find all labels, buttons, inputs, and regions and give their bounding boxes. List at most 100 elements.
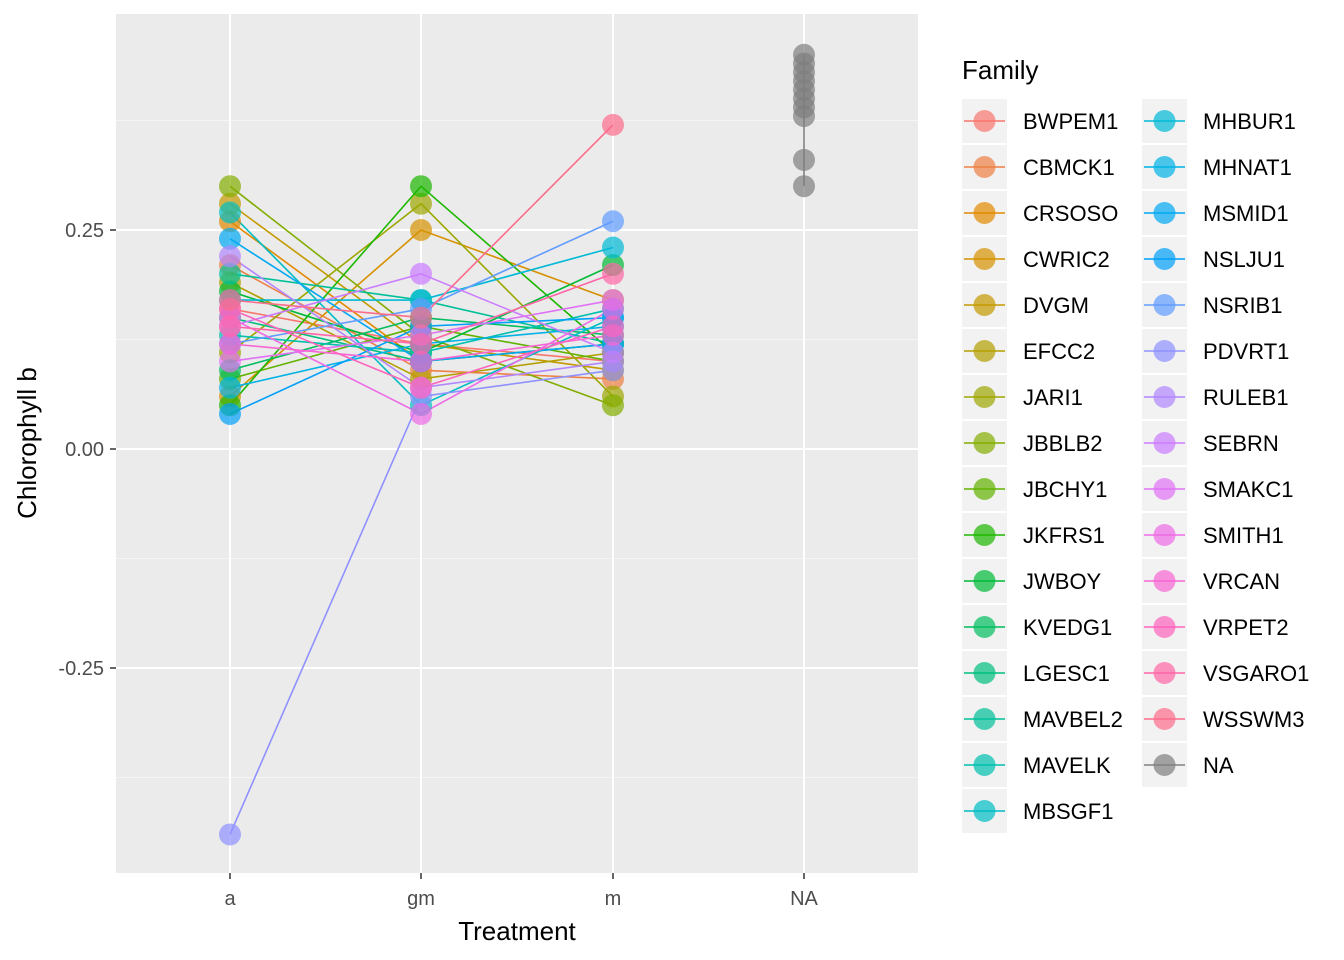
legend-item-wsswm3: WSSWM3 bbox=[1142, 697, 1304, 741]
legend-key-point bbox=[973, 294, 996, 316]
legend-label: JKFRS1 bbox=[1023, 523, 1105, 548]
legend-label: VRCAN bbox=[1203, 569, 1280, 594]
legend-key-point bbox=[973, 340, 996, 362]
legend-label: MBSGF1 bbox=[1023, 799, 1113, 824]
legend-label: EFCC2 bbox=[1023, 339, 1095, 364]
legend-item-na: NA bbox=[1142, 743, 1234, 787]
legend-item-mavelk: MAVELK bbox=[962, 743, 1111, 787]
legend-item-dvgm: DVGM bbox=[962, 283, 1089, 327]
data-point-ruleb1 bbox=[219, 245, 241, 268]
data-point-wsswm3 bbox=[602, 113, 624, 136]
legend-label: CRSOSO bbox=[1023, 201, 1118, 226]
data-point-vsgaro1 bbox=[219, 315, 241, 338]
data-point-vrpet2 bbox=[602, 315, 624, 338]
legend-label: MSMID1 bbox=[1203, 201, 1289, 226]
legend-label: NA bbox=[1203, 753, 1234, 778]
legend-label: MHNAT1 bbox=[1203, 155, 1292, 180]
data-point-nsrib1 bbox=[602, 210, 624, 233]
legend-label: BWPEM1 bbox=[1023, 109, 1118, 134]
legend-key-point bbox=[973, 202, 996, 224]
legend-label: JBBLB2 bbox=[1023, 431, 1103, 456]
data-point-wsswm3 bbox=[219, 289, 241, 312]
legend-key-point bbox=[973, 662, 996, 684]
legend-item-mavbel2: MAVBEL2 bbox=[962, 697, 1123, 741]
legend-key-point bbox=[973, 110, 996, 132]
data-point-nslju1 bbox=[219, 402, 241, 425]
legend-key-point bbox=[1153, 524, 1176, 546]
legend-key-point bbox=[1153, 294, 1176, 316]
data-point-sebrn bbox=[410, 262, 432, 285]
legend-item-cbmck1: CBMCK1 bbox=[962, 145, 1115, 189]
legend-label: MAVBEL2 bbox=[1023, 707, 1123, 732]
legend-key-point bbox=[1153, 110, 1176, 132]
legend-key-point bbox=[1153, 754, 1176, 776]
legend-item-ruleb1: RULEB1 bbox=[1142, 375, 1289, 419]
legend-key-point bbox=[1153, 340, 1176, 362]
legend-key-point bbox=[1153, 662, 1176, 684]
legend-item-vrcan: VRCAN bbox=[1142, 559, 1280, 603]
data-point-jbblb2 bbox=[602, 394, 624, 417]
legend-label: WSSWM3 bbox=[1203, 707, 1304, 732]
legend-key-point bbox=[1153, 478, 1176, 500]
legend-item-mhbur1: MHBUR1 bbox=[1142, 99, 1296, 143]
legend-label: SMITH1 bbox=[1203, 523, 1284, 548]
legend-item-mhnat1: MHNAT1 bbox=[1142, 145, 1292, 189]
legend-item-vsgaro1: VSGARO1 bbox=[1142, 651, 1309, 695]
x-tick-label: m bbox=[605, 888, 622, 910]
legend-item-mbsgf1: MBSGF1 bbox=[962, 789, 1113, 833]
data-point-pdvrt1 bbox=[219, 823, 241, 846]
legend-item-smith1: SMITH1 bbox=[1142, 513, 1284, 557]
series-points bbox=[219, 43, 815, 846]
legend-item-kvedg1: KVEDG1 bbox=[962, 605, 1112, 649]
legend-key-point bbox=[973, 800, 996, 822]
legend-label: NSLJU1 bbox=[1203, 247, 1285, 272]
plot-panel bbox=[116, 14, 918, 873]
legend-key-point bbox=[973, 616, 996, 638]
legend-label: MAVELK bbox=[1023, 753, 1111, 778]
legend-key-point bbox=[1153, 202, 1176, 224]
data-point-vrcan bbox=[219, 332, 241, 355]
legend-item-pdvrt1: PDVRT1 bbox=[1142, 329, 1289, 373]
data-point-na bbox=[793, 148, 815, 171]
legend-item-nsrib1: NSRIB1 bbox=[1142, 283, 1282, 327]
legend-key-point bbox=[1153, 570, 1176, 592]
legend-label: KVEDG1 bbox=[1023, 615, 1112, 640]
legend-label: MHBUR1 bbox=[1203, 109, 1296, 134]
legend-label: SMAKC1 bbox=[1203, 477, 1293, 502]
legend-item-jkfrs1: JKFRS1 bbox=[962, 513, 1105, 557]
legend-key-point bbox=[973, 754, 996, 776]
legend-item-sebrn: SEBRN bbox=[1142, 421, 1279, 465]
data-point-wsswm3 bbox=[410, 306, 432, 329]
legend-label: SEBRN bbox=[1203, 431, 1279, 456]
legend-item-cwric2: CWRIC2 bbox=[962, 237, 1110, 281]
legend-item-jbblb2: JBBLB2 bbox=[962, 421, 1103, 465]
data-point-vrcan bbox=[410, 350, 432, 373]
y-axis: -0.25 0.00 0.25 bbox=[58, 220, 116, 680]
legend-key-point bbox=[973, 386, 996, 408]
legend-item-smakc1: SMAKC1 bbox=[1142, 467, 1293, 511]
legend-label: CBMCK1 bbox=[1023, 155, 1115, 180]
y-tick-label: -0.25 bbox=[58, 658, 104, 680]
legend-item-bwpem1: BWPEM1 bbox=[962, 99, 1118, 143]
data-point-vrpet2 bbox=[410, 376, 432, 399]
data-point-mavbel2 bbox=[219, 262, 241, 285]
data-point-jbblb2 bbox=[219, 175, 241, 198]
data-point-cwric2 bbox=[410, 219, 432, 241]
legend-item-jwboy: JWBOY bbox=[962, 559, 1102, 603]
legend-key-point bbox=[1153, 248, 1176, 270]
legend-key-point bbox=[1153, 616, 1176, 638]
data-point-mhnat1 bbox=[219, 376, 241, 399]
legend-label: PDVRT1 bbox=[1203, 339, 1289, 364]
data-point-na bbox=[793, 43, 815, 66]
legend-item-jari1: JARI1 bbox=[962, 375, 1083, 419]
legend-label: JWBOY bbox=[1023, 569, 1102, 594]
legend-key-point bbox=[1153, 156, 1176, 178]
legend-item-lgesc1: LGESC1 bbox=[962, 651, 1110, 695]
legend: BWPEM1 CBMCK1 CRSOSO CWRIC2 DVGM EFCC2 JARI1 JB… bbox=[962, 99, 1309, 833]
legend-label: VSGARO1 bbox=[1203, 661, 1309, 686]
legend-label: RULEB1 bbox=[1203, 385, 1289, 410]
legend-key-point bbox=[973, 432, 996, 454]
data-point-smith1 bbox=[602, 297, 624, 320]
data-point-msmid1 bbox=[219, 227, 241, 250]
